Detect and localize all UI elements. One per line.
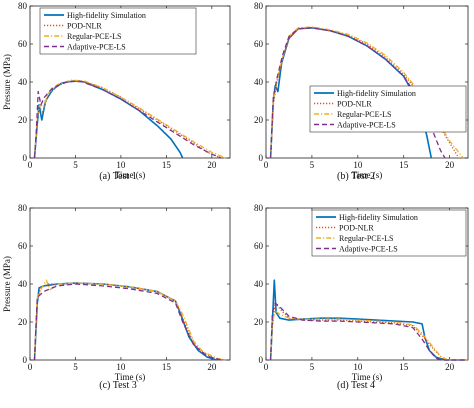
y-tick-label: 0: [259, 355, 264, 365]
y-tick-label: 80: [18, 203, 28, 213]
legend-entry: Adaptive-PCE-LS: [67, 43, 126, 52]
x-axis-label: Time (s): [115, 372, 145, 382]
series-line-3: [269, 309, 468, 361]
x-tick-label: 15: [399, 160, 409, 170]
y-tick-label: 60: [254, 39, 264, 49]
x-tick-label: 5: [310, 160, 315, 170]
legend-entry: High-fidelity Simulation: [67, 11, 146, 20]
legend-box: [39, 7, 197, 55]
panel-caption: (a) Test 1: [99, 171, 136, 182]
x-axis-label: Time (s): [352, 170, 382, 180]
legend-box: [311, 209, 467, 257]
series-line-4: [33, 283, 222, 361]
chart-panel-1: 0 5 10 15 20 0 20 40 60 80 Time (s) Pressure (MPa) H…: [2, 1, 231, 182]
x-tick-label: 0: [28, 362, 33, 372]
y-tick-label: 80: [18, 1, 28, 11]
panel-caption: (b) Test 2: [337, 171, 375, 182]
panel-caption: (c) Test 3: [99, 380, 136, 391]
legend-entry: Adaptive-PCE-LS: [337, 121, 396, 130]
x-tick-label: 15: [162, 160, 172, 170]
series-line-2: [269, 27, 460, 159]
legend-entry: High-fidelity Simulation: [337, 89, 416, 98]
x-tick-label: 15: [399, 362, 409, 372]
y-tick-label: 0: [23, 355, 28, 365]
legend-entry: High-fidelity Simulation: [339, 213, 418, 222]
x-tick-label: 0: [28, 160, 33, 170]
chart-panel-2: 0 5 10 15 20 0 20 40 60 80 Time (s) High-fidelity S…: [254, 1, 469, 182]
y-tick-label: 60: [18, 39, 28, 49]
legend-entry: POD-NLR: [339, 224, 374, 233]
x-tick-label: 20: [207, 362, 217, 372]
y-tick-label: 20: [18, 317, 28, 327]
legend: High-fidelity Simulation POD-NLRRegular-P…: [311, 209, 467, 257]
series-line-3: [33, 79, 226, 159]
legend-entry: Regular-PCE-LS: [337, 110, 392, 119]
y-axis-label: Pressure (MPa): [2, 256, 12, 312]
chart-panel-4: 0 5 10 15 20 0 20 40 60 80 Time (s) High-fidelity S…: [254, 203, 469, 391]
panel-caption: (d) Test 4: [337, 380, 375, 391]
series-line-2: [33, 80, 222, 159]
x-tick-label: 15: [162, 362, 172, 372]
y-tick-label: 20: [18, 115, 28, 125]
x-tick-label: 10: [353, 160, 363, 170]
y-tick-label: 20: [254, 115, 264, 125]
x-tick-label: 10: [353, 362, 363, 372]
y-tick-label: 80: [254, 203, 264, 213]
x-axis-label: Time (s): [352, 372, 382, 382]
series-line-2: [269, 302, 468, 361]
x-tick-label: 5: [73, 362, 78, 372]
y-tick-label: 60: [254, 241, 264, 251]
y-tick-label: 0: [259, 153, 264, 163]
legend: High-fidelity Simulation POD-NLRRegular-P…: [39, 7, 197, 55]
x-tick-label: 10: [116, 362, 126, 372]
legend-entry: POD-NLR: [67, 22, 102, 31]
x-tick-label: 20: [445, 362, 455, 372]
y-tick-label: 60: [18, 241, 28, 251]
x-tick-label: 5: [310, 362, 315, 372]
x-tick-label: 20: [445, 160, 455, 170]
y-tick-label: 40: [254, 279, 264, 289]
series-line-1: [269, 279, 468, 361]
y-tick-label: 40: [18, 77, 28, 87]
x-tick-label: 0: [264, 160, 269, 170]
legend-entry: Adaptive-PCE-LS: [339, 245, 398, 254]
x-tick-label: 5: [73, 160, 78, 170]
y-axis-label: Pressure (MPa): [2, 54, 12, 110]
x-tick-label: 20: [207, 160, 217, 170]
legend: High-fidelity Simulation POD-NLRRegular-P…: [309, 85, 467, 133]
legend-entry: POD-NLR: [337, 100, 372, 109]
y-tick-label: 80: [254, 1, 264, 11]
x-tick-label: 0: [264, 362, 269, 372]
y-tick-label: 40: [18, 279, 28, 289]
legend-entry: Regular-PCE-LS: [67, 32, 122, 41]
series-line-4: [269, 302, 468, 361]
legend-entry: Regular-PCE-LS: [339, 234, 394, 243]
x-axis-label: Time (s): [115, 170, 145, 180]
series-line-4: [33, 80, 222, 159]
x-tick-label: 10: [116, 160, 126, 170]
y-tick-label: 0: [23, 153, 28, 163]
y-tick-label: 40: [254, 77, 264, 87]
y-tick-label: 20: [254, 317, 264, 327]
legend-box: [309, 85, 467, 133]
series-line-3: [33, 279, 226, 361]
